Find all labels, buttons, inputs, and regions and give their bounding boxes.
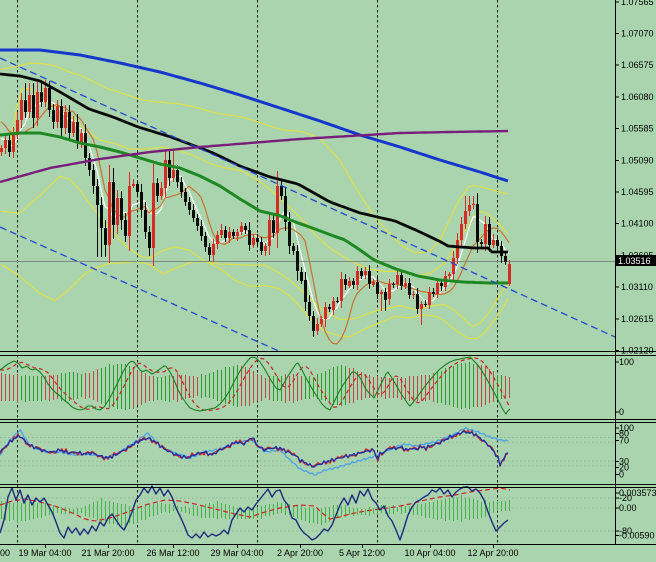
svg-text:1.06080: 1.06080 [621,92,654,102]
svg-text:2 Apr 20:00: 2 Apr 20:00 [277,548,323,558]
svg-text:21 Mar 20:00: 21 Mar 20:00 [81,548,134,558]
svg-text:1.04595: 1.04595 [621,187,654,197]
svg-text:0.00: 0.00 [619,503,637,513]
svg-text:1.06575: 1.06575 [621,60,654,70]
svg-text:0: 0 [619,470,624,480]
svg-text:5 Apr 12:00: 5 Apr 12:00 [339,548,385,558]
svg-text:12 Apr 20:00: 12 Apr 20:00 [467,548,518,558]
svg-text:1.02120: 1.02120 [621,345,654,355]
svg-text:-80: -80 [619,526,632,536]
svg-text:30: 30 [619,457,629,467]
svg-text:100: 100 [619,423,634,433]
svg-text:10 Apr 04:00: 10 Apr 04:00 [404,548,455,558]
svg-text:80: 80 [619,429,629,439]
svg-text:26 Mar 12:00: 26 Mar 12:00 [146,548,199,558]
svg-text:1.03516: 1.03516 [618,256,651,266]
svg-text:100: 100 [619,357,634,367]
svg-text:-20: -20 [619,493,632,503]
svg-text:1.05585: 1.05585 [621,124,654,134]
svg-text:1.02615: 1.02615 [621,314,654,324]
svg-text:70: 70 [619,436,629,446]
svg-text:29 Mar 04:00: 29 Mar 04:00 [210,548,263,558]
svg-text:20: 20 [619,463,629,473]
svg-text:1.04100: 1.04100 [621,219,654,229]
svg-text:1.07565: 1.07565 [621,0,654,7]
svg-text:1.07070: 1.07070 [621,29,654,39]
svg-text:1.03110: 1.03110 [621,282,653,292]
svg-text:1.05090: 1.05090 [621,155,654,165]
svg-text:19 Mar 04:00: 19 Mar 04:00 [18,548,71,558]
svg-text:-0.00590: -0.00590 [619,531,655,541]
svg-text:0: 0 [619,407,624,417]
svg-text:0.003573: 0.003573 [619,488,656,498]
svg-text:00: 00 [0,548,10,558]
